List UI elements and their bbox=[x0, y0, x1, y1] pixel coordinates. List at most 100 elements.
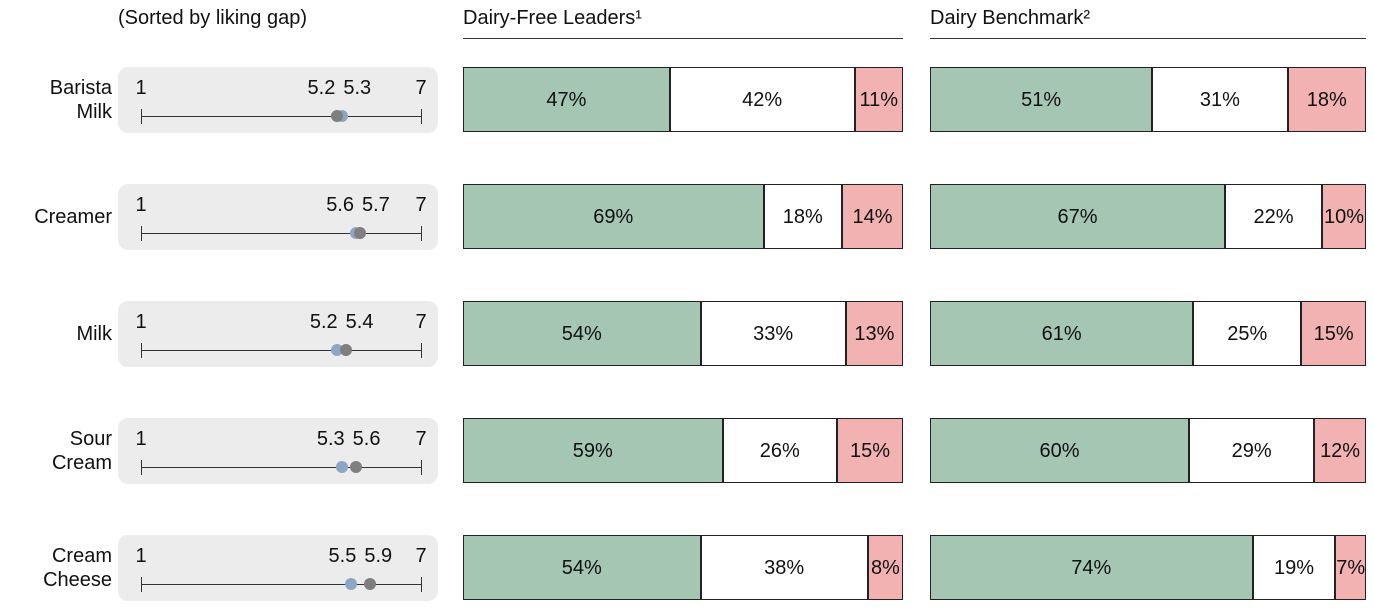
dot bbox=[331, 344, 343, 356]
bar-label: 51% bbox=[1021, 88, 1062, 111]
bar-segment: 54% bbox=[463, 301, 701, 366]
bar-label: 7% bbox=[1336, 556, 1366, 579]
bar-label: 74% bbox=[1071, 556, 1112, 579]
dot-label: 5.5 bbox=[328, 545, 357, 567]
bar-label: 11% bbox=[859, 88, 899, 111]
bar-segment: 59% bbox=[463, 418, 723, 483]
bar-segment: 47% bbox=[463, 67, 670, 132]
axis-line bbox=[141, 467, 421, 468]
bar-segment: 31% bbox=[1152, 67, 1288, 132]
bar-segment: 8% bbox=[867, 535, 903, 600]
dot-label: 5.9 bbox=[364, 545, 393, 567]
dot-label: 5.7 bbox=[362, 194, 390, 216]
bar-segment: 11% bbox=[854, 67, 903, 132]
bar-label: 61% bbox=[1041, 322, 1082, 345]
bar-label: 13% bbox=[854, 322, 895, 345]
dot-label: 5.3 bbox=[316, 428, 345, 450]
bar-segment: 12% bbox=[1314, 418, 1366, 483]
bar-segment: 26% bbox=[722, 418, 837, 483]
bar-segment: 14% bbox=[842, 184, 903, 249]
bar-label: 26% bbox=[759, 439, 800, 462]
bar-label: 31% bbox=[1199, 88, 1240, 111]
category-label: Sour Cream bbox=[51, 428, 112, 474]
bar-label: 59% bbox=[572, 439, 613, 462]
bar-label: 25% bbox=[1227, 322, 1268, 345]
bar-label: 19% bbox=[1274, 556, 1315, 579]
title-rule bbox=[463, 38, 903, 39]
dot bbox=[363, 578, 376, 590]
dot-label: 5.6 bbox=[326, 194, 354, 216]
bar-segment: 38% bbox=[700, 535, 868, 600]
bar-label: 69% bbox=[593, 205, 634, 228]
axis-line bbox=[141, 116, 421, 117]
bar-label: 54% bbox=[561, 322, 602, 345]
bar-segment: 69% bbox=[463, 184, 764, 249]
dot bbox=[331, 110, 343, 122]
dot-panel bbox=[118, 418, 438, 484]
category-label: Barista Milk bbox=[49, 77, 112, 123]
dot-label: 5.2 bbox=[307, 77, 336, 99]
axis-line bbox=[141, 584, 421, 585]
category-label: Creamer bbox=[34, 206, 112, 228]
bar-segment: 15% bbox=[837, 418, 903, 483]
dot bbox=[349, 461, 362, 473]
subtitle: (Sorted by liking gap) bbox=[118, 7, 307, 29]
bar-segment: 29% bbox=[1189, 418, 1315, 483]
bar-label: 29% bbox=[1231, 439, 1272, 462]
bar-segment: 33% bbox=[700, 301, 846, 366]
bar-label: 15% bbox=[849, 439, 891, 462]
tick-mark bbox=[420, 109, 422, 124]
x-tick-label: 1 bbox=[135, 194, 147, 216]
bar-segment: 18% bbox=[763, 184, 842, 249]
dot bbox=[354, 227, 367, 239]
tick-mark bbox=[140, 109, 142, 124]
x-tick-label: 1 bbox=[135, 311, 147, 333]
tick-mark bbox=[140, 226, 142, 241]
dot-label: 5.4 bbox=[345, 311, 374, 333]
bar-segment: 18% bbox=[1287, 67, 1366, 132]
bar-label: 33% bbox=[753, 322, 794, 345]
title-rule bbox=[930, 38, 1366, 39]
bar-label: 67% bbox=[1057, 205, 1098, 228]
tick-mark bbox=[140, 343, 142, 358]
bar-segment: 13% bbox=[845, 301, 903, 366]
tick-mark bbox=[420, 226, 422, 241]
tick-mark bbox=[140, 577, 142, 592]
tick-mark bbox=[420, 577, 422, 592]
bar-segment: 7% bbox=[1335, 535, 1366, 600]
column-title: Dairy-Free Leaders¹ bbox=[463, 7, 642, 29]
tick-mark bbox=[420, 343, 422, 358]
x-tick-label: 7 bbox=[415, 77, 427, 99]
dot bbox=[345, 578, 357, 590]
dot-label: 5.2 bbox=[309, 311, 338, 333]
axis-line bbox=[141, 233, 421, 234]
tick-mark bbox=[140, 460, 142, 475]
dot bbox=[340, 344, 353, 356]
x-tick-label: 1 bbox=[135, 545, 147, 567]
category-label: Cream Cheese bbox=[43, 545, 112, 591]
tick-mark bbox=[420, 460, 422, 475]
bar-segment: 10% bbox=[1321, 184, 1366, 249]
bar-segment: 19% bbox=[1252, 535, 1336, 600]
x-tick-label: 7 bbox=[415, 428, 427, 450]
bar-segment: 25% bbox=[1193, 301, 1302, 366]
bar-label: 12% bbox=[1320, 439, 1361, 462]
bar-segment: 51% bbox=[930, 67, 1153, 132]
bar-label: 54% bbox=[561, 556, 602, 579]
bar-label: 15% bbox=[1313, 322, 1354, 345]
bar-label: 42% bbox=[742, 88, 783, 111]
x-tick-label: 7 bbox=[415, 194, 427, 216]
category-label: Milk bbox=[76, 323, 112, 345]
bar-label: 14% bbox=[852, 205, 893, 228]
dot-label: 5.6 bbox=[352, 428, 381, 450]
bar-segment: 42% bbox=[669, 67, 855, 132]
bar-segment: 74% bbox=[930, 535, 1253, 600]
bar-segment: 67% bbox=[930, 184, 1226, 249]
axis-line bbox=[141, 350, 421, 351]
dot bbox=[335, 461, 348, 473]
bar-label: 18% bbox=[782, 205, 823, 228]
dot-panel bbox=[118, 67, 438, 133]
dot-panel bbox=[118, 535, 438, 601]
x-tick-label: 7 bbox=[415, 545, 427, 567]
